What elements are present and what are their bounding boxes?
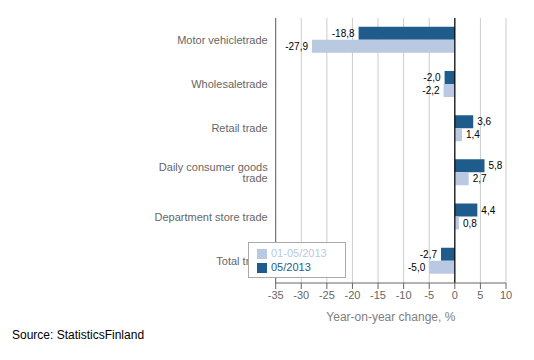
svg-text:Retail trade: Retail trade xyxy=(211,122,267,134)
svg-text:3,6: 3,6 xyxy=(477,116,491,127)
svg-text:-2,7: -2,7 xyxy=(420,249,438,260)
svg-text:-27,9: -27,9 xyxy=(285,41,308,52)
svg-text:5: 5 xyxy=(477,289,483,301)
svg-text:10: 10 xyxy=(500,289,512,301)
svg-text:2,7: 2,7 xyxy=(473,173,487,184)
svg-text:-2,2: -2,2 xyxy=(422,85,440,96)
svg-text:0: 0 xyxy=(452,289,458,301)
svg-text:-5,0: -5,0 xyxy=(408,262,426,273)
svg-text:Total trade: Total trade xyxy=(216,255,267,267)
html-text:01-05/2013: 01-05/2013 xyxy=(271,247,327,259)
svg-text:Department store trade: Department store trade xyxy=(155,211,268,223)
html-text:05/2013: 05/2013 xyxy=(271,261,311,273)
svg-text:-30: -30 xyxy=(293,289,309,301)
svg-text:-15: -15 xyxy=(370,289,386,301)
svg-text:4,4: 4,4 xyxy=(481,205,495,216)
svg-text:1,4: 1,4 xyxy=(466,129,480,140)
svg-text:Wholesaletrade: Wholesaletrade xyxy=(191,78,267,90)
svg-text:Daily consumer goodstrade: Daily consumer goodstrade xyxy=(159,161,268,184)
svg-text:-2,0: -2,0 xyxy=(423,72,441,83)
svg-text:5,8: 5,8 xyxy=(489,160,503,171)
svg-text:Motor vehicletrade: Motor vehicletrade xyxy=(177,34,268,46)
svg-text:-25: -25 xyxy=(319,289,335,301)
svg-text:-18,8: -18,8 xyxy=(332,28,355,39)
svg-text:0,8: 0,8 xyxy=(463,218,477,229)
svg-text:Year-on-year change, %: Year-on-year change, % xyxy=(326,310,455,324)
svg-text:-5: -5 xyxy=(424,289,434,301)
svg-text:-10: -10 xyxy=(396,289,412,301)
svg-text:-35: -35 xyxy=(268,289,284,301)
html-text:Source: StatisticsFinland: Source: StatisticsFinland xyxy=(12,328,145,342)
svg-text:-20: -20 xyxy=(344,289,360,301)
